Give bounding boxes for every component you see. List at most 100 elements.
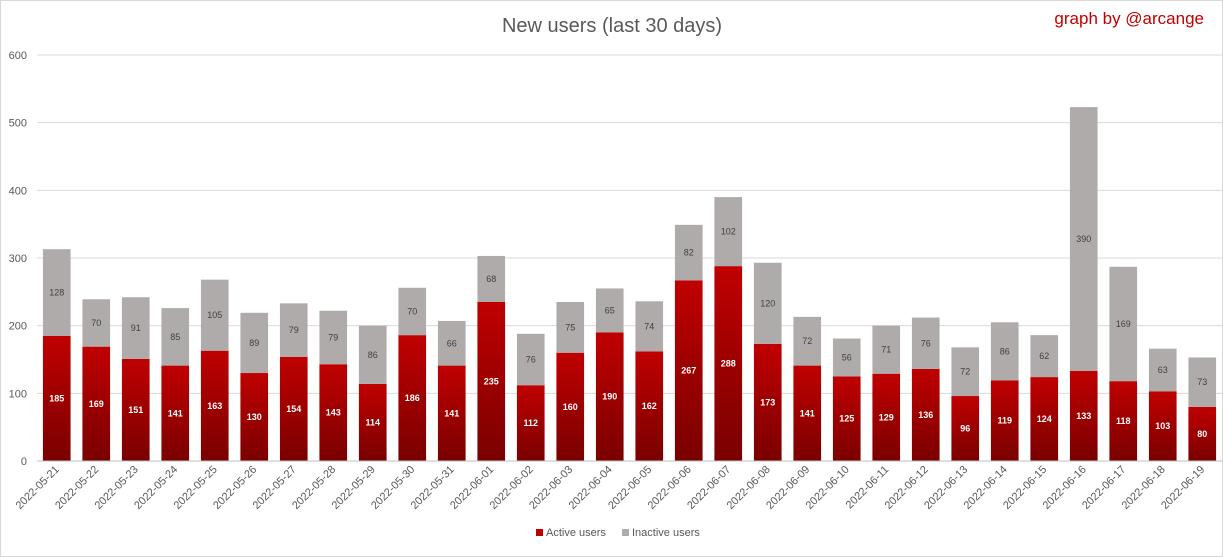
data-label-inactive: 68 — [486, 274, 496, 284]
data-label-active: 186 — [405, 393, 420, 403]
bar-active — [319, 364, 348, 461]
data-label-active: 118 — [1116, 416, 1131, 426]
bar-active — [1148, 391, 1177, 461]
bar-inactive — [714, 197, 743, 267]
data-label-active: 173 — [760, 397, 775, 407]
bar-active — [990, 380, 1019, 461]
bar-active — [635, 351, 664, 461]
data-label-inactive: 70 — [407, 306, 417, 316]
bar-active — [1188, 406, 1217, 461]
bar-inactive — [674, 224, 703, 281]
data-label-active: 185 — [49, 393, 64, 403]
bar-active — [911, 368, 940, 461]
bar-active — [240, 373, 269, 461]
data-label-active: 130 — [247, 412, 262, 422]
x-axis: 2022-05-212022-05-222022-05-232022-05-24… — [14, 460, 1222, 512]
bar-active — [1030, 377, 1059, 461]
bar-inactive — [42, 249, 71, 336]
data-label-inactive: 79 — [289, 325, 299, 335]
bar-active — [832, 376, 861, 461]
y-tick-label: 0 — [21, 456, 27, 468]
bar-inactive — [437, 320, 466, 366]
data-label-active: 125 — [839, 414, 854, 424]
data-label-active: 151 — [128, 405, 143, 415]
data-label-inactive: 102 — [721, 227, 736, 237]
data-label-active: 162 — [642, 401, 657, 411]
data-label-inactive: 62 — [1039, 351, 1049, 361]
bar-inactive — [911, 317, 940, 369]
bar-active — [753, 343, 782, 461]
data-label-inactive: 82 — [684, 248, 694, 258]
bar-inactive — [240, 312, 269, 374]
data-label-active: 163 — [207, 401, 222, 411]
data-label-inactive: 89 — [249, 338, 259, 348]
data-label-inactive: 79 — [328, 333, 338, 343]
data-label-inactive: 66 — [447, 338, 457, 348]
data-label-inactive: 71 — [881, 345, 891, 355]
legend-swatch — [536, 529, 543, 536]
y-tick-label: 600 — [9, 50, 27, 62]
data-label-active: 129 — [879, 412, 894, 422]
data-label-active: 119 — [997, 416, 1012, 426]
data-label-inactive: 390 — [1076, 234, 1091, 244]
bar-active — [477, 301, 506, 461]
bar-active — [42, 335, 71, 461]
data-label-inactive: 120 — [760, 298, 775, 308]
data-label-active: 169 — [89, 399, 104, 409]
bars — [42, 107, 1217, 461]
bar-inactive — [200, 279, 229, 351]
bar-active — [516, 385, 545, 461]
data-label-active: 141 — [168, 408, 183, 418]
bar-inactive — [1109, 266, 1138, 382]
bar-active — [793, 365, 822, 461]
bar-active — [82, 346, 111, 461]
data-label-active: 96 — [960, 424, 970, 434]
bar-inactive — [1069, 107, 1098, 372]
bar-inactive — [793, 316, 822, 366]
bar-active — [714, 266, 743, 461]
bar-inactive — [635, 301, 664, 352]
bar-active — [1069, 371, 1098, 461]
data-label-inactive: 91 — [131, 323, 141, 333]
bar-active — [437, 365, 466, 461]
bar-inactive — [1148, 348, 1177, 392]
data-label-inactive: 75 — [565, 322, 575, 332]
data-label-inactive: 70 — [91, 318, 101, 328]
bar-inactive — [477, 255, 506, 302]
data-label-inactive: 128 — [49, 288, 64, 298]
data-label-inactive: 72 — [960, 367, 970, 377]
bar-inactive — [951, 347, 980, 397]
y-tick-label: 500 — [9, 118, 27, 130]
data-label-active: 235 — [484, 376, 499, 386]
bar-inactive — [516, 333, 545, 386]
bar-inactive — [990, 322, 1019, 381]
data-label-active: 141 — [800, 408, 815, 418]
bar-inactive — [872, 325, 901, 374]
data-label-inactive: 72 — [802, 336, 812, 346]
bar-active — [161, 365, 190, 461]
data-label-inactive: 76 — [921, 338, 931, 348]
bar-active — [951, 396, 980, 461]
bar-active — [595, 332, 624, 461]
bar-active — [556, 352, 585, 461]
y-tick-label: 100 — [9, 388, 27, 400]
bar-inactive — [556, 301, 585, 353]
bar-inactive — [753, 262, 782, 344]
data-label-inactive: 169 — [1116, 319, 1131, 329]
bar-inactive — [1188, 357, 1217, 407]
bar-inactive — [121, 297, 150, 359]
data-label-inactive: 65 — [605, 305, 615, 315]
data-label-inactive: 63 — [1158, 365, 1168, 375]
y-axis: 0 100 200 300 400 500 600 — [9, 50, 27, 468]
bar-inactive — [398, 287, 427, 336]
y-tick-label: 200 — [9, 321, 27, 333]
bar-inactive — [595, 288, 624, 333]
bar-inactive — [161, 308, 190, 366]
data-label-active: 124 — [1037, 414, 1052, 424]
bar-active — [121, 358, 150, 461]
bar-inactive — [82, 299, 111, 347]
legend-label: Active users — [546, 527, 606, 539]
data-label-inactive: 105 — [207, 310, 222, 320]
